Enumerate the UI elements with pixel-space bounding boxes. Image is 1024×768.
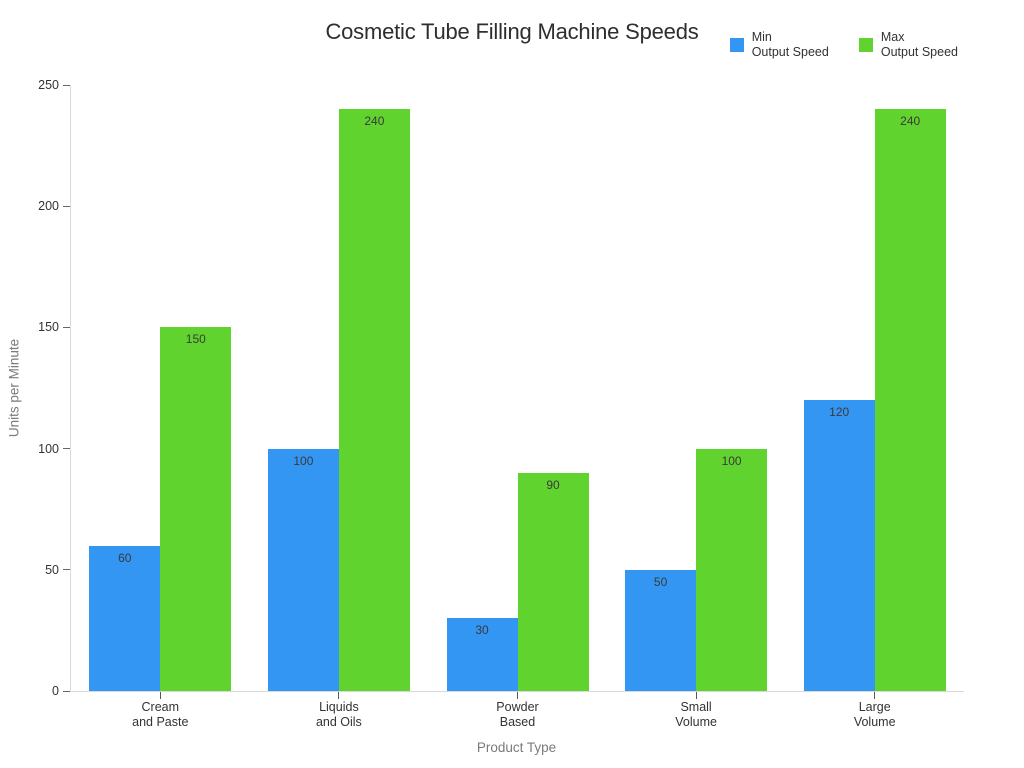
y-axis-tick-100 bbox=[63, 448, 70, 450]
legend-entry-min: Min Output Speed bbox=[729, 30, 829, 60]
y-axis-tick-50 bbox=[63, 569, 70, 571]
bar-value-label: 120 bbox=[829, 405, 850, 420]
bar-value-label: 150 bbox=[185, 332, 206, 347]
x-tick-label-liquids-and-oils: Liquids and Oils bbox=[315, 700, 362, 729]
x-tick-label-powder-based: Powder Based bbox=[496, 700, 539, 729]
bar-min-small-volume: 50 bbox=[625, 569, 697, 691]
bar-min-large-volume: 120 bbox=[803, 400, 875, 691]
y-tick-label-50: 50 bbox=[45, 562, 59, 577]
bar-max-liquids-and-oils: 240 bbox=[338, 109, 410, 691]
y-axis-tick-250 bbox=[63, 84, 70, 86]
y-tick-label-0: 0 bbox=[52, 684, 59, 698]
bar-value-label: 60 bbox=[118, 550, 132, 565]
bar-min-powder-based: 30 bbox=[446, 618, 518, 691]
bar-value-label: 240 bbox=[900, 114, 921, 129]
legend-swatch-icon bbox=[858, 38, 873, 52]
bar-max-powder-based: 90 bbox=[517, 472, 589, 691]
legend-label: Min Output Speed bbox=[751, 30, 829, 59]
y-tick-label-150: 150 bbox=[38, 320, 59, 335]
y-tick-label-100: 100 bbox=[38, 441, 59, 456]
bar-value-label: 50 bbox=[653, 574, 668, 589]
x-axis-title: Product Type bbox=[476, 740, 557, 755]
plot-area: 0 50 100 150 200 250 Cream and Paste 60 150 Liqui… bbox=[38, 78, 964, 729]
y-axis-tick-200 bbox=[63, 205, 70, 207]
bar-max-large-volume: 240 bbox=[874, 109, 946, 691]
bar-max-small-volume: 100 bbox=[696, 448, 768, 691]
bar-max-cream-and-paste: 150 bbox=[160, 327, 232, 691]
x-tick-label-small-volume: Small Volume bbox=[675, 700, 717, 729]
bar-value-label: 240 bbox=[364, 114, 385, 129]
legend-label: Max Output Speed bbox=[880, 30, 958, 59]
bar-value-label: 100 bbox=[721, 453, 742, 468]
y-axis-tick-0 bbox=[63, 690, 70, 692]
x-axis-tick-small-volume bbox=[695, 692, 697, 699]
bar-min-cream-and-paste: 60 bbox=[89, 545, 161, 691]
x-axis-tick-large-volume bbox=[874, 692, 876, 699]
bar-value-label: 90 bbox=[546, 477, 560, 492]
bar-min-liquids-and-oils: 100 bbox=[267, 448, 339, 691]
y-axis-tick-150 bbox=[63, 326, 70, 328]
y-axis-title: Units per Minute bbox=[6, 338, 22, 438]
bar-value-label: 30 bbox=[475, 623, 489, 638]
x-axis-tick-cream-and-paste bbox=[159, 692, 161, 699]
x-axis-tick-liquids-and-oils bbox=[338, 692, 340, 699]
legend-entry-max: Max Output Speed bbox=[858, 30, 958, 60]
y-tick-label-200: 200 bbox=[38, 199, 59, 214]
x-axis-tick-powder-based bbox=[517, 692, 518, 699]
y-tick-label-250: 250 bbox=[38, 78, 59, 92]
bar-value-label: 100 bbox=[293, 453, 314, 468]
chart-title: Cosmetic Tube Filling Machine Speeds bbox=[325, 19, 699, 44]
legend: Min Output Speed Max Output Speed bbox=[729, 30, 958, 60]
x-tick-label-large-volume: Large Volume bbox=[853, 700, 896, 729]
x-tick-label-cream-and-paste: Cream and Paste bbox=[132, 700, 189, 729]
legend-swatch-icon bbox=[729, 38, 744, 52]
